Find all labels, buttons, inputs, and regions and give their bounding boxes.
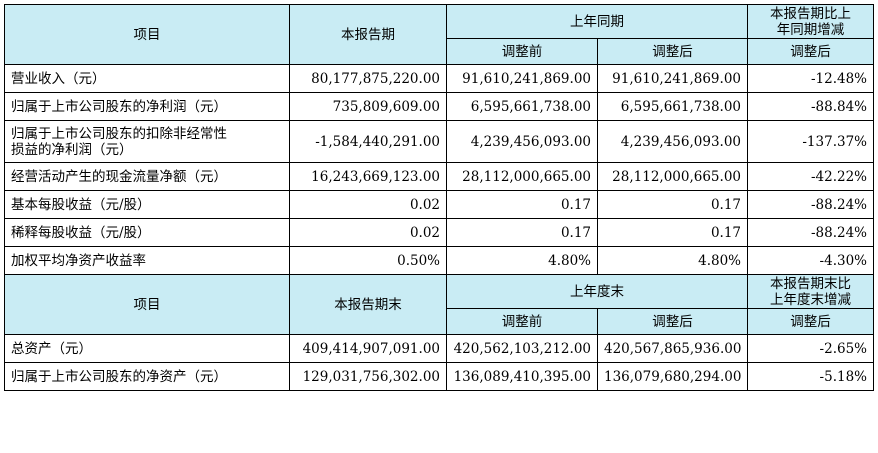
cell-current: 0.50% — [289, 246, 447, 275]
cell-after: 6,595,661,738.00 — [597, 92, 748, 121]
header-change-line2: 年同期增减 — [776, 21, 845, 38]
cell-current: 735,809,609.00 — [289, 92, 447, 121]
cell-before: 0.17 — [446, 218, 598, 247]
cell-change: -42.22% — [747, 162, 874, 191]
cell-before: 420,562,103,212.00 — [446, 334, 598, 363]
table-row: 营业收入（元） 80,177,875,220.00 91,610,241,869… — [4, 64, 874, 93]
header-prior-year-end: 上年度末 — [446, 274, 748, 309]
header-item: 项目 — [4, 274, 290, 335]
cell-current: -1,584,440,291.00 — [289, 120, 447, 163]
cell-before: 4,239,456,093.00 — [446, 120, 598, 163]
header-prior-period: 上年同期 — [446, 4, 748, 39]
cell-after: 420,567,865,936.00 — [597, 334, 748, 363]
section2-subheader-row: 调整前 调整后 调整后 — [5, 308, 874, 335]
header-change: 本报告期末比 上年度末增减 — [747, 274, 874, 309]
section1-subheader-row: 调整前 调整后 调整后 — [5, 38, 874, 65]
cell-before: 28,112,000,665.00 — [446, 162, 598, 191]
cell-current: 0.02 — [289, 218, 447, 247]
header-before-adjust: 调整前 — [446, 38, 598, 65]
header-current-period-end: 本报告期末 — [289, 274, 447, 335]
financial-summary-table: 项目 本报告期 上年同期 本报告期比上 年同期增减 调整前 调整后 调整后 营业… — [4, 4, 874, 391]
cell-before: 0.17 — [446, 190, 598, 219]
cell-before: 136,089,410,395.00 — [446, 362, 598, 391]
cell-change: -88.24% — [747, 218, 874, 247]
cell-change: -12.48% — [747, 64, 874, 93]
row-label-line2: 损益的净利润（元） — [11, 141, 133, 158]
table-row: 基本每股收益（元/股） 0.02 0.17 0.17 -88.24% — [4, 190, 874, 219]
header-change-line2: 上年度末增减 — [770, 291, 851, 308]
table-row: 加权平均净资产收益率 0.50% 4.80% 4.80% -4.30% — [4, 246, 874, 275]
header-change: 本报告期比上 年同期增减 — [747, 4, 874, 39]
header-after-adjust: 调整后 — [597, 38, 748, 65]
row-label: 稀释每股收益（元/股） — [4, 218, 290, 247]
cell-after: 91,610,241,869.00 — [597, 64, 748, 93]
row-label: 归属于上市公司股东的净资产（元） — [4, 362, 290, 391]
cell-before: 6,595,661,738.00 — [446, 92, 598, 121]
cell-after: 28,112,000,665.00 — [597, 162, 748, 191]
cell-after: 0.17 — [597, 218, 748, 247]
cell-after: 0.17 — [597, 190, 748, 219]
cell-before: 91,610,241,869.00 — [446, 64, 598, 93]
header-change-after-adjust: 调整后 — [747, 308, 874, 335]
header-change-after-adjust: 调整后 — [747, 38, 874, 65]
row-label: 营业收入（元） — [4, 64, 290, 93]
table-row: 归属于上市公司股东的净利润（元） 735,809,609.00 6,595,66… — [4, 92, 874, 121]
cell-change: -2.65% — [747, 334, 874, 363]
table-row: 总资产（元） 409,414,907,091.00 420,562,103,21… — [4, 334, 874, 363]
section2-header-row: 项目 本报告期末 上年度末 本报告期末比 上年度末增减 — [4, 274, 874, 335]
row-label: 归属于上市公司股东的扣除非经常性 损益的净利润（元） — [4, 120, 290, 163]
table-row: 归属于上市公司股东的扣除非经常性 损益的净利润（元） -1,584,440,29… — [4, 120, 874, 163]
cell-change: -137.37% — [747, 120, 874, 163]
cell-current: 0.02 — [289, 190, 447, 219]
row-label: 归属于上市公司股东的净利润（元） — [4, 92, 290, 121]
cell-after: 136,079,680,294.00 — [597, 362, 748, 391]
header-before-adjust: 调整前 — [446, 308, 598, 335]
header-change-line1: 本报告期末比 — [770, 275, 851, 292]
cell-change: -88.24% — [747, 190, 874, 219]
cell-change: -5.18% — [747, 362, 874, 391]
table-row: 经营活动产生的现金流量净额（元） 16,243,669,123.00 28,11… — [4, 162, 874, 191]
header-item: 项目 — [4, 4, 290, 65]
cell-current: 16,243,669,123.00 — [289, 162, 447, 191]
header-after-adjust: 调整后 — [597, 308, 748, 335]
row-label: 总资产（元） — [4, 334, 290, 363]
table-row: 归属于上市公司股东的净资产（元） 129,031,756,302.00 136,… — [4, 362, 874, 391]
cell-after: 4,239,456,093.00 — [597, 120, 748, 163]
cell-current: 80,177,875,220.00 — [289, 64, 447, 93]
section1-header-row: 项目 本报告期 上年同期 本报告期比上 年同期增减 — [4, 4, 874, 65]
row-label: 加权平均净资产收益率 — [4, 246, 290, 275]
cell-current: 409,414,907,091.00 — [289, 334, 447, 363]
cell-change: -88.84% — [747, 92, 874, 121]
cell-current: 129,031,756,302.00 — [289, 362, 447, 391]
table-row: 稀释每股收益（元/股） 0.02 0.17 0.17 -88.24% — [4, 218, 874, 247]
cell-before: 4.80% — [446, 246, 598, 275]
cell-after: 4.80% — [597, 246, 748, 275]
row-label: 基本每股收益（元/股） — [4, 190, 290, 219]
row-label: 经营活动产生的现金流量净额（元） — [4, 162, 290, 191]
header-change-line1: 本报告期比上 — [770, 5, 851, 22]
header-current-period: 本报告期 — [289, 4, 447, 65]
cell-change: -4.30% — [747, 246, 874, 275]
row-label-line1: 归属于上市公司股东的扣除非经常性 — [11, 125, 227, 142]
